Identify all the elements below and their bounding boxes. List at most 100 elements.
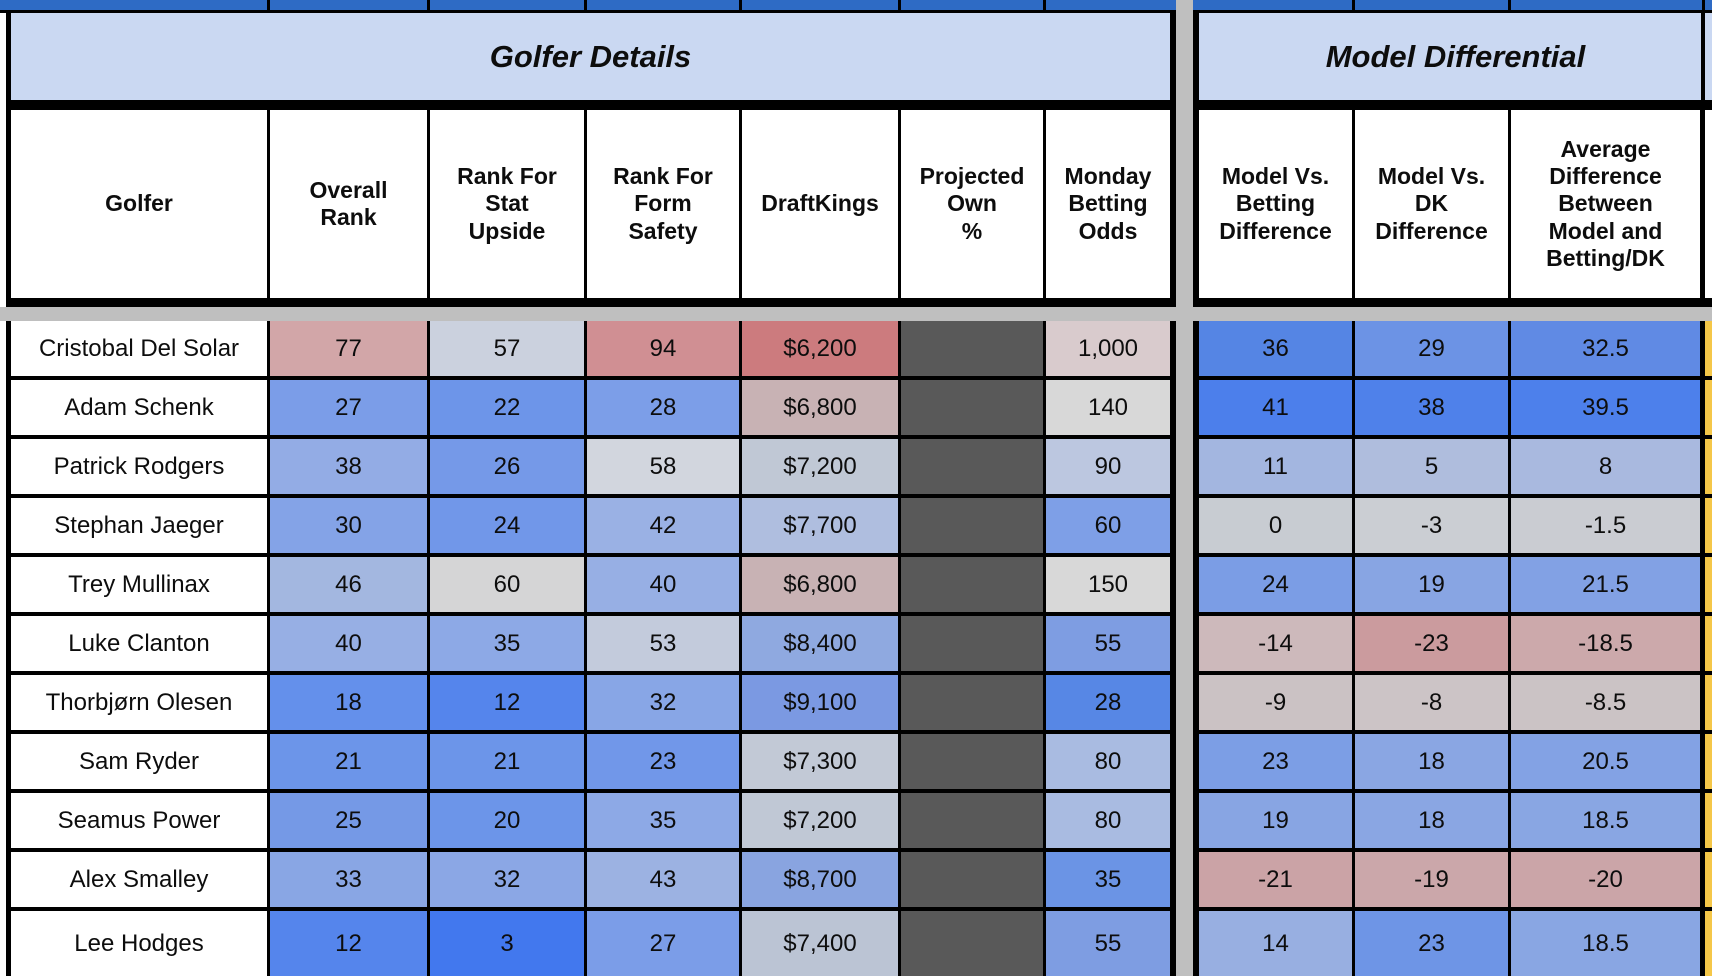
table-row: Thorbjørn Olesen 18 12 32 $9,100 28	[6, 675, 1176, 734]
form-safety-cell: 43	[587, 852, 742, 907]
golfer-details-header-row: Golfer Overall Rank Rank For Stat Upside…	[6, 110, 1176, 307]
overall-rank-cell: 21	[270, 734, 430, 789]
overall-rank-cell: 30	[270, 498, 430, 553]
col-header-overall-rank: Overall Rank	[270, 110, 430, 298]
model-vs-betting-cell: -9	[1199, 675, 1355, 730]
model-table-row: -21 -19 -20	[1193, 852, 1712, 911]
stat-upside-cell: 60	[430, 557, 587, 612]
col-header-model-vs-betting: Model Vs. Betting Difference	[1199, 110, 1355, 298]
model-vs-dk-cell: 23	[1355, 911, 1511, 976]
overall-rank-cell: 25	[270, 793, 430, 848]
form-safety-cell: 27	[587, 911, 742, 976]
col-header-projected-own: Projected Own %	[901, 110, 1046, 298]
average-difference-cell: 21.5	[1511, 557, 1705, 612]
model-vs-betting-cell: 23	[1199, 734, 1355, 789]
golfer-name-cell: Adam Schenk	[11, 380, 270, 435]
form-safety-cell: 40	[587, 557, 742, 612]
col-header-stat-upside: Rank For Stat Upside	[430, 110, 587, 298]
model-vs-dk-cell: -3	[1355, 498, 1511, 553]
form-safety-cell: 58	[587, 439, 742, 494]
draftkings-cell: $7,200	[742, 793, 901, 848]
model-vs-dk-cell: -19	[1355, 852, 1511, 907]
partial-next-column-cell	[1705, 380, 1712, 435]
draftkings-cell: $8,400	[742, 616, 901, 671]
projected-own-cell	[901, 380, 1046, 435]
projected-own-cell	[901, 852, 1046, 907]
projected-own-cell	[901, 616, 1046, 671]
average-difference-cell: -20	[1511, 852, 1705, 907]
overall-rank-cell: 46	[270, 557, 430, 612]
betting-odds-cell: 35	[1046, 852, 1170, 907]
betting-odds-cell: 80	[1046, 793, 1170, 848]
overall-rank-cell: 27	[270, 380, 430, 435]
table-row: Sam Ryder 21 21 23 $7,300 80	[6, 734, 1176, 793]
betting-odds-cell: 55	[1046, 911, 1170, 976]
table-row: Alex Smalley 33 32 43 $8,700 35	[6, 852, 1176, 911]
golfer-name-cell: Patrick Rodgers	[11, 439, 270, 494]
model-vs-betting-cell: 24	[1199, 557, 1355, 612]
grid-divider	[1702, 0, 1705, 10]
table-row: Cristobal Del Solar 77 57 94 $6,200 1,000	[6, 321, 1176, 380]
betting-odds-cell: 150	[1046, 557, 1170, 612]
golfer-details-banner: Golfer Details	[6, 13, 1176, 110]
table-row: Adam Schenk 27 22 28 $6,800 140	[6, 380, 1176, 439]
golfer-name-cell: Trey Mullinax	[11, 557, 270, 612]
grid-divider	[1352, 0, 1355, 10]
model-vs-betting-cell: 14	[1199, 911, 1355, 976]
sheet-row-above-strip	[0, 0, 1712, 13]
stat-upside-cell: 26	[430, 439, 587, 494]
table-row: Seamus Power 25 20 35 $7,200 80	[6, 793, 1176, 852]
model-table-row: 36 29 32.5	[1193, 321, 1712, 380]
stat-upside-cell: 57	[430, 321, 587, 376]
projected-own-cell	[901, 911, 1046, 976]
form-safety-cell: 32	[587, 675, 742, 730]
model-table-row: 41 38 39.5	[1193, 380, 1712, 439]
stat-upside-cell: 3	[430, 911, 587, 976]
model-table-row: 14 23 18.5	[1193, 911, 1712, 976]
betting-odds-cell: 1,000	[1046, 321, 1170, 376]
model-table-row: 24 19 21.5	[1193, 557, 1712, 616]
form-safety-cell: 53	[587, 616, 742, 671]
golfer-name-cell: Luke Clanton	[11, 616, 270, 671]
model-table-row: 0 -3 -1.5	[1193, 498, 1712, 557]
col-header-model-vs-dk: Model Vs. DK Difference	[1355, 110, 1511, 298]
overall-rank-cell: 33	[270, 852, 430, 907]
overall-rank-cell: 12	[270, 911, 430, 976]
betting-odds-cell: 55	[1046, 616, 1170, 671]
partial-next-column-cell	[1705, 734, 1712, 789]
grid-divider	[267, 0, 270, 10]
golfer-name-cell: Seamus Power	[11, 793, 270, 848]
overall-rank-cell: 38	[270, 439, 430, 494]
col-header-monday-odds: Monday Betting Odds	[1064, 163, 1152, 244]
grid-divider	[1701, 13, 1705, 100]
model-vs-dk-cell: -23	[1355, 616, 1511, 671]
model-table-row: -9 -8 -8.5	[1193, 675, 1712, 734]
model-differential-banner: Model Differential	[1193, 13, 1712, 110]
partial-next-column-cell	[1705, 557, 1712, 612]
grid-divider	[584, 0, 587, 10]
projected-own-cell	[901, 321, 1046, 376]
stat-upside-cell: 21	[430, 734, 587, 789]
form-safety-cell: 28	[587, 380, 742, 435]
average-difference-cell: -8.5	[1511, 675, 1705, 730]
model-vs-betting-cell: 0	[1199, 498, 1355, 553]
average-difference-cell: -1.5	[1511, 498, 1705, 553]
form-safety-cell: 42	[587, 498, 742, 553]
form-safety-cell: 35	[587, 793, 742, 848]
partial-next-column-cell	[1705, 439, 1712, 494]
model-vs-betting-cell: -14	[1199, 616, 1355, 671]
partial-next-column-cell	[1705, 498, 1712, 553]
golfer-name-cell: Thorbjørn Olesen	[11, 675, 270, 730]
betting-odds-cell: 140	[1046, 380, 1170, 435]
stat-upside-cell: 35	[430, 616, 587, 671]
average-difference-cell: 8	[1511, 439, 1705, 494]
model-vs-dk-cell: 18	[1355, 734, 1511, 789]
form-safety-cell: 23	[587, 734, 742, 789]
golfer-name-cell: Alex Smalley	[11, 852, 270, 907]
partial-next-column-cell	[1705, 911, 1712, 976]
table-row: Trey Mullinax 46 60 40 $6,800 150	[6, 557, 1176, 616]
golfer-name-cell: Cristobal Del Solar	[11, 321, 270, 376]
model-vs-betting-cell: 41	[1199, 380, 1355, 435]
stat-upside-cell: 32	[430, 852, 587, 907]
